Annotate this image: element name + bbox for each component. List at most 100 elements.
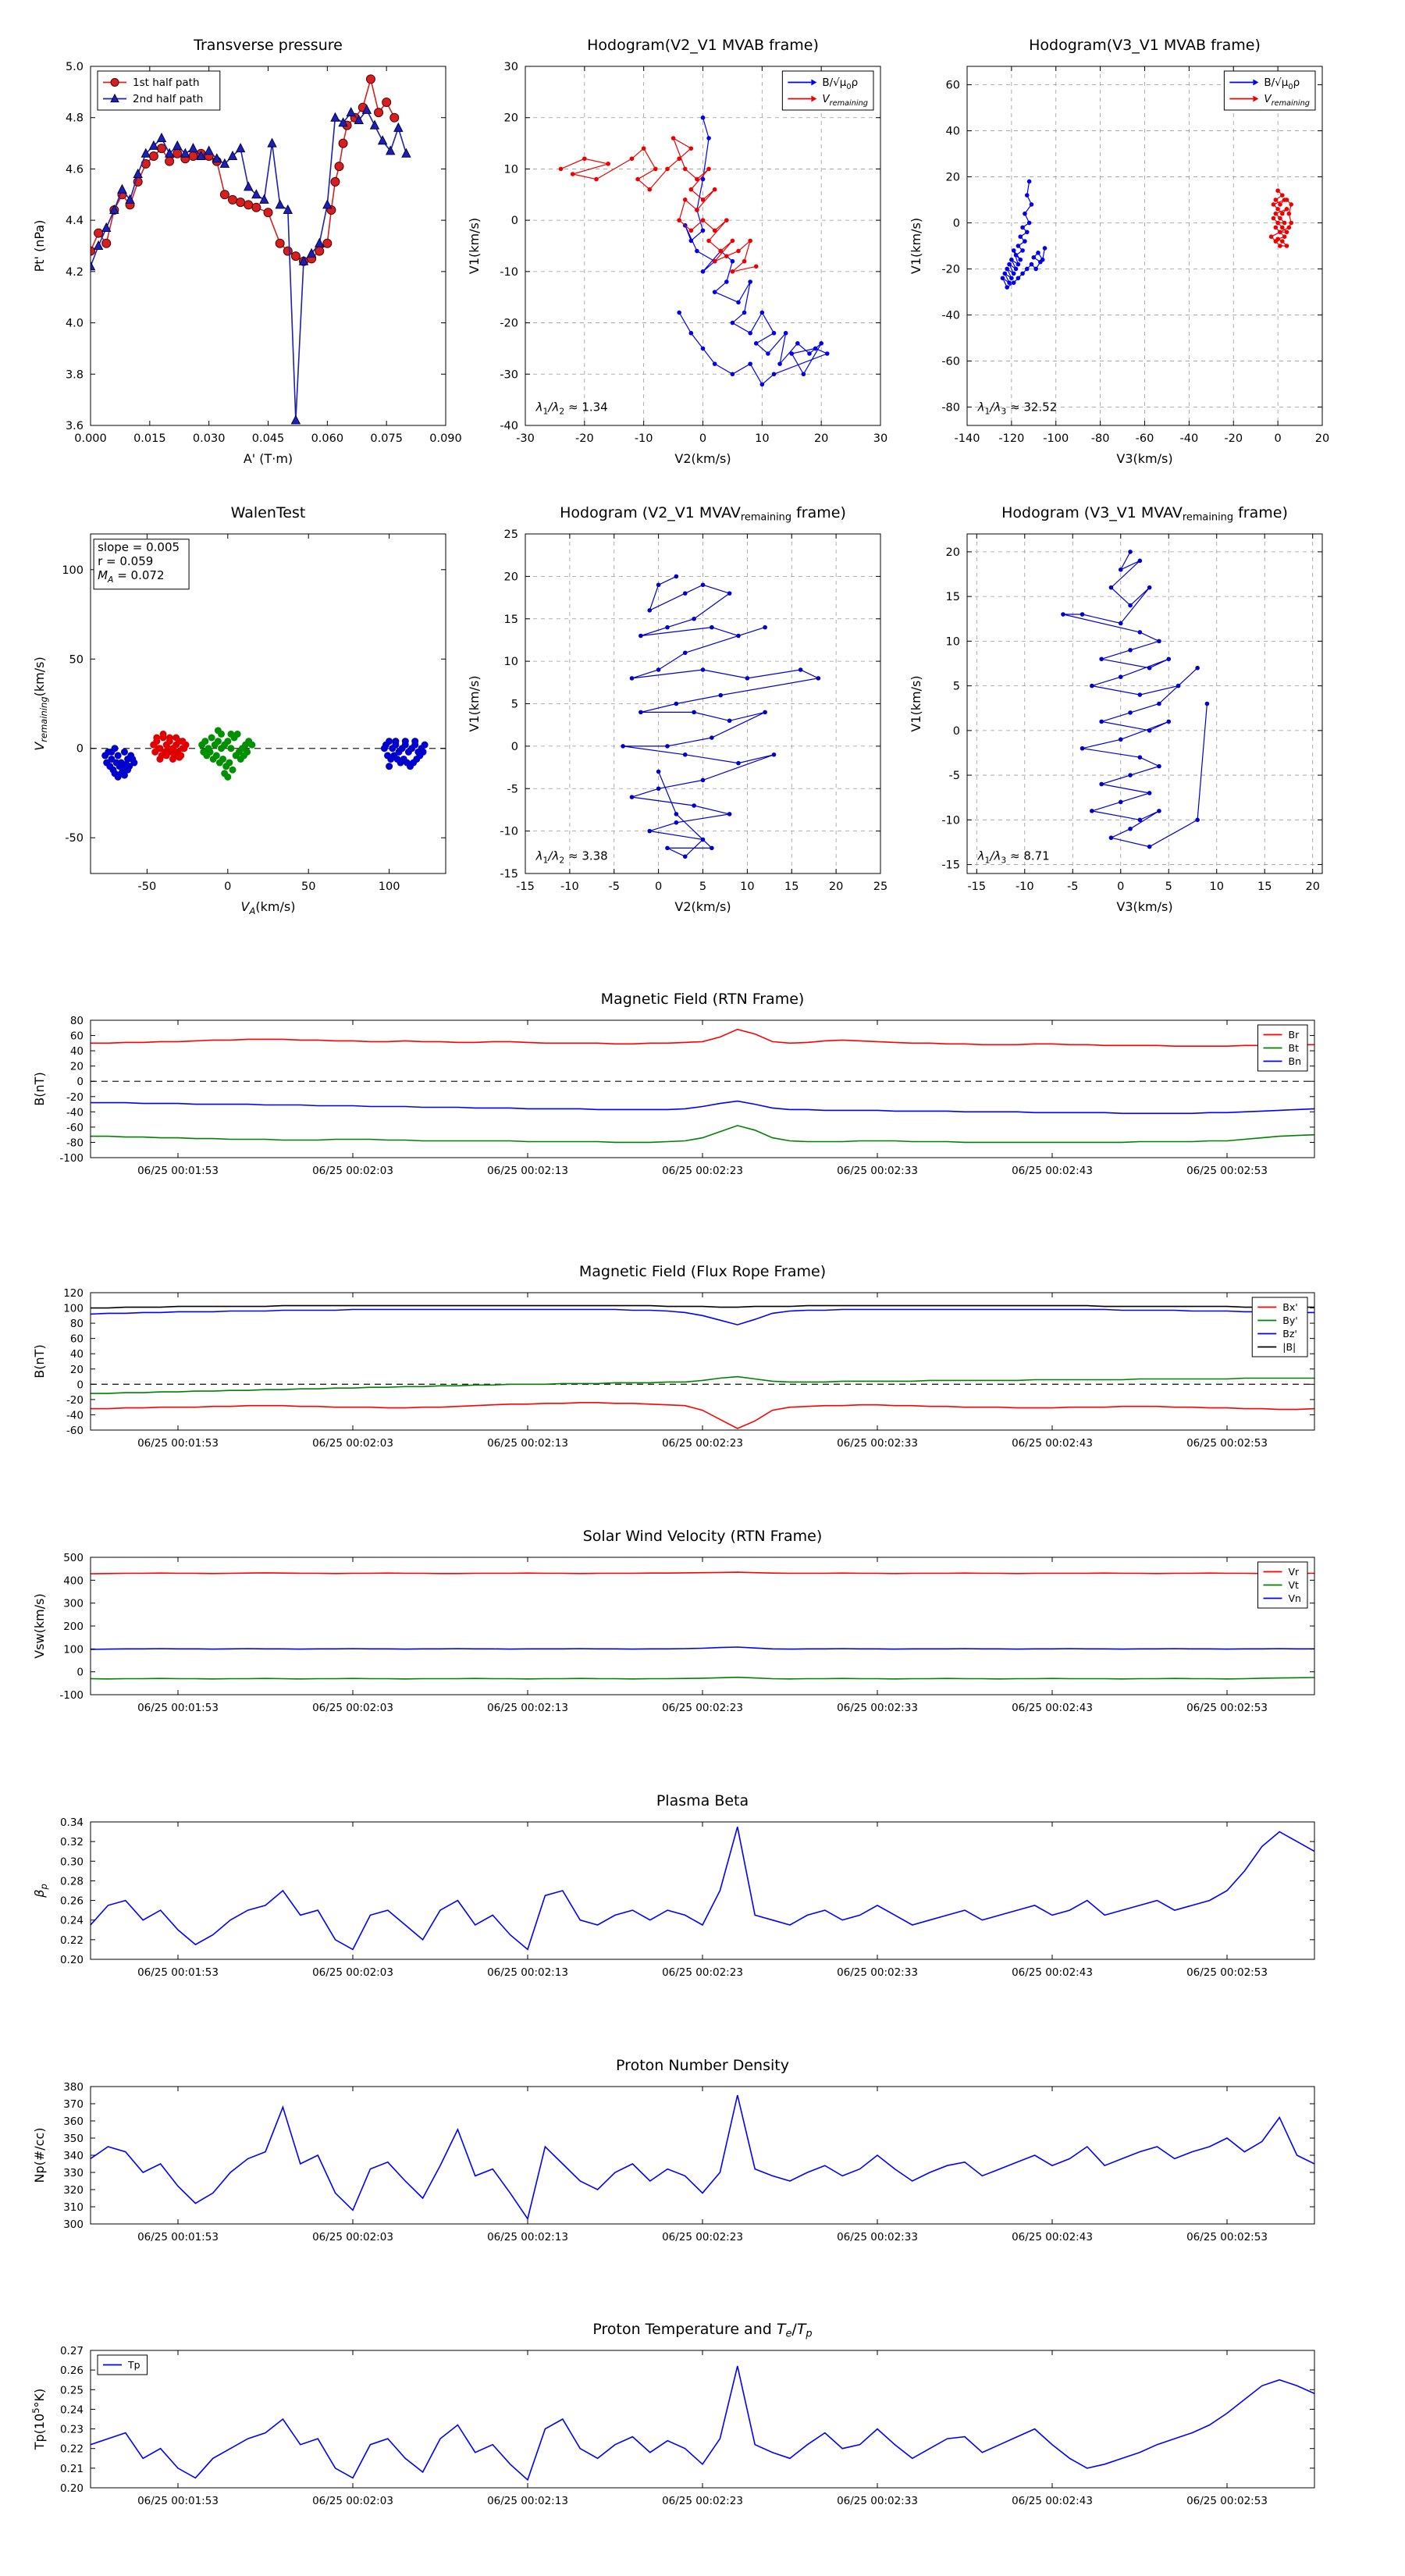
svg-text:-10: -10 (941, 814, 960, 827)
svg-text:50: 50 (69, 653, 84, 666)
svg-text:0: 0 (1275, 432, 1282, 445)
svg-text:20: 20 (70, 1061, 84, 1073)
hodogram-v2v1-mvab-chart: -30 -20 -10 0 10 20 30-40-30-20-100102030V2(km… (467, 61, 887, 466)
svg-text:B(nT): B(nT) (32, 1344, 47, 1378)
svg-text:-100: -100 (59, 1689, 84, 1702)
svg-text:Pt' (nPa): Pt' (nPa) (32, 220, 47, 272)
svg-text:0: 0 (224, 881, 231, 893)
svg-text:60: 60 (70, 1030, 84, 1043)
svg-text:λ1/λ2 ≈ 1.34: λ1/λ2 ≈ 1.34 (535, 400, 608, 417)
walen-test-chart: -50 0 50 100 -50 0 50 100 VA(km/s) Vremaining(km/… (32, 533, 446, 916)
svg-text:0: 0 (76, 1379, 84, 1391)
svg-text:0.22: 0.22 (60, 1934, 84, 1947)
svg-text:06/25 00:02:13: 06/25 00:02:13 (487, 1437, 568, 1450)
panel-solar-wind-velocity: Solar Wind Velocity (RTN Frame) 06/25 00… (0, 1526, 1405, 1745)
svg-text:06/25 00:02:43: 06/25 00:02:43 (1012, 2495, 1093, 2507)
svg-text:06/25 00:02:23: 06/25 00:02:23 (662, 2231, 743, 2243)
svg-text:06/25 00:02:03: 06/25 00:02:03 (312, 1437, 393, 1450)
chart-title: Solar Wind Velocity (RTN Frame) (582, 1528, 823, 1545)
svg-text:30: 30 (873, 432, 887, 445)
svg-text:-10: -10 (635, 432, 653, 445)
svg-text:5: 5 (511, 699, 518, 711)
svg-text:10: 10 (946, 635, 960, 648)
svg-text:-15: -15 (941, 859, 960, 872)
svg-text:06/25 00:02:53: 06/25 00:02:53 (1186, 2495, 1268, 2507)
svg-text:slope = 0.005: slope = 0.005 (98, 540, 180, 554)
svg-text:06/25 00:02:03: 06/25 00:02:03 (312, 1702, 393, 1714)
svg-text:-60: -60 (66, 1425, 84, 1437)
svg-text:V1(km/s): V1(km/s) (467, 218, 482, 274)
panel-hodogram-v2v1-mvav: Hodogram (V2_V1 MVAVremaining frame) -15… (451, 490, 919, 951)
svg-text:20: 20 (946, 546, 960, 559)
svg-text:06/25 00:02:03: 06/25 00:02:03 (312, 1966, 393, 1979)
chart-title: Proton Temperature and Te/Tp (592, 2321, 813, 2340)
svg-text:06/25 00:02:53: 06/25 00:02:53 (1186, 2231, 1268, 2243)
svg-text:λ1/λ3 ≈ 8.71: λ1/λ3 ≈ 8.71 (977, 849, 1050, 866)
svg-text:0.23: 0.23 (60, 2424, 84, 2436)
svg-text:50: 50 (301, 881, 315, 893)
svg-text:-20: -20 (575, 432, 594, 445)
svg-text:-5: -5 (609, 881, 620, 893)
svg-text:-60: -60 (66, 1122, 84, 1134)
svg-text:0.26: 0.26 (60, 1895, 84, 1908)
svg-text:80: 80 (70, 1318, 84, 1330)
svg-text:25: 25 (873, 881, 887, 893)
svg-text:40: 40 (70, 1348, 84, 1361)
chart-title: Plasma Beta (656, 1792, 749, 1809)
svg-text:Bz': Bz' (1282, 1328, 1297, 1340)
chart-title: Hodogram (V2_V1 MVAVremaining frame) (560, 504, 846, 524)
svg-text:0: 0 (655, 881, 662, 893)
svg-text:Bx': Bx' (1282, 1301, 1297, 1313)
svg-text:-10: -10 (1016, 881, 1034, 893)
svg-text:Vsw(km/s): Vsw(km/s) (32, 1593, 47, 1658)
svg-text:06/25 00:02:43: 06/25 00:02:43 (1012, 1437, 1093, 1450)
svg-text:0.060: 0.060 (311, 432, 344, 445)
svg-text:4.0: 4.0 (66, 318, 84, 330)
svg-text:20: 20 (829, 881, 843, 893)
svg-text:0.20: 0.20 (60, 2482, 84, 2495)
svg-text:By': By' (1282, 1315, 1297, 1326)
svg-text:20: 20 (814, 432, 828, 445)
panel-hodogram-v3v1-mvav: Hodogram (V3_V1 MVAVremaining frame) -15… (893, 490, 1361, 951)
svg-text:0: 0 (953, 218, 960, 230)
svg-text:λ1/λ3 ≈ 32.52: λ1/λ3 ≈ 32.52 (977, 400, 1058, 417)
chart-title: Hodogram (V3_V1 MVAVremaining frame) (1001, 504, 1288, 524)
svg-text:06/25 00:02:33: 06/25 00:02:33 (837, 2495, 918, 2507)
svg-text:r = 0.059: r = 0.059 (98, 554, 153, 568)
svg-text:25: 25 (504, 528, 518, 541)
svg-text:0.075: 0.075 (370, 432, 403, 445)
plasma-beta-chart: 06/25 00:01:53 06/25 00:02:03 06/25 00:02:… (32, 1816, 1315, 1979)
svg-text:20: 20 (946, 172, 960, 184)
svg-text:100: 100 (63, 1303, 84, 1315)
svg-text:0.000: 0.000 (74, 432, 107, 445)
panel-proton-number-density: Proton Number Density 06/25 00:01:53 06/2… (0, 2055, 1405, 2274)
chart-title: Magnetic Field (RTN Frame) (600, 991, 805, 1008)
svg-text:-40: -40 (1180, 432, 1199, 445)
svg-text:-30: -30 (516, 432, 535, 445)
svg-text:15: 15 (784, 881, 799, 893)
svg-text:-80: -80 (1091, 432, 1110, 445)
svg-text:06/25 00:02:43: 06/25 00:02:43 (1012, 1966, 1093, 1979)
svg-text:06/25 00:02:23: 06/25 00:02:23 (662, 1702, 743, 1714)
svg-text:-50: -50 (138, 881, 157, 893)
svg-text:A' (T·m): A' (T·m) (244, 451, 293, 466)
svg-text:-60: -60 (941, 355, 960, 368)
svg-text:400: 400 (63, 1574, 84, 1587)
svg-text:120: 120 (63, 1287, 84, 1300)
svg-text:0: 0 (1117, 881, 1124, 893)
svg-text:1st half path: 1st half path (133, 76, 200, 89)
svg-text:-50: -50 (65, 832, 84, 845)
panel-hodogram-v3v1-mvab: Hodogram(V3_V1 MVAB frame) -140 -120 -100-… (893, 23, 1361, 490)
svg-text:06/25 00:02:23: 06/25 00:02:23 (662, 1165, 743, 1177)
magnetic-field-rtn-chart: 06/25 00:01:53 06/25 00:02:03 06/25 00:02:… (32, 1015, 1315, 1177)
svg-text:340: 340 (63, 2150, 84, 2162)
svg-text:06/25 00:01:53: 06/25 00:01:53 (137, 1437, 219, 1450)
svg-text:06/25 00:02:53: 06/25 00:02:53 (1186, 1702, 1268, 1714)
svg-text:0.24: 0.24 (60, 2403, 84, 2416)
svg-text:06/25 00:02:43: 06/25 00:02:43 (1012, 2231, 1093, 2243)
svg-text:0.27: 0.27 (60, 2345, 84, 2357)
svg-text:|B|: |B| (1282, 1341, 1296, 1353)
svg-text:80: 80 (70, 1015, 84, 1027)
svg-text:-10: -10 (560, 881, 579, 893)
